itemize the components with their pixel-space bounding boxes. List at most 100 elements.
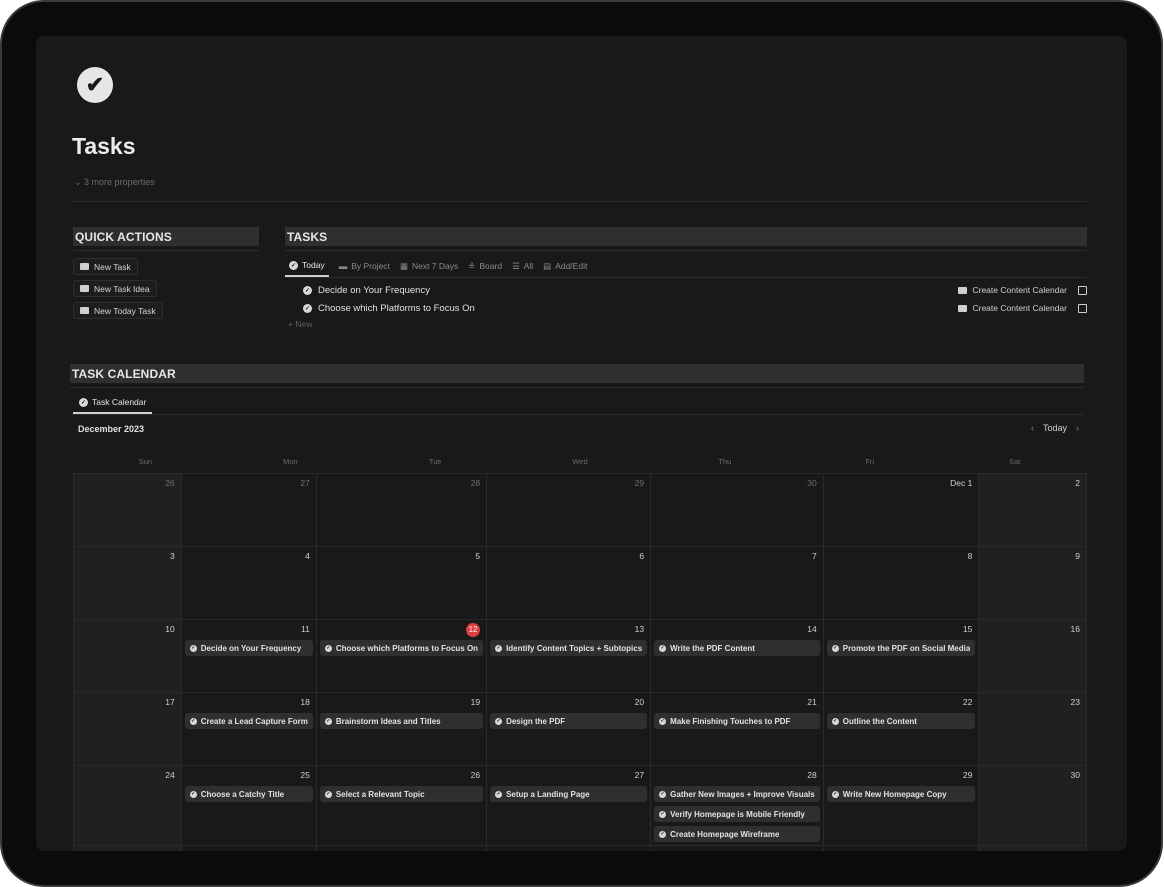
day-number: 14 [807, 624, 817, 634]
calendar-day[interactable]: 4 [651, 846, 824, 851]
calendar-day[interactable]: 4 [181, 547, 317, 620]
weekday-label: Sat [1008, 457, 1021, 466]
calendar-event[interactable]: ✓ Identify Content Topics + Subtopics [490, 640, 648, 656]
calendar-day[interactable]: 2 [979, 474, 1087, 547]
tab-board[interactable]: ≗ Board [468, 255, 502, 277]
day-number: Jan 1 [185, 850, 313, 851]
day-number: 17 [165, 697, 175, 707]
check-circle-icon[interactable]: ✔ [77, 67, 113, 103]
calendar-event[interactable]: ✓ Create Homepage Wireframe [654, 826, 820, 842]
calendar-event[interactable]: ✓ Promote the PDF on Social Media [826, 640, 976, 656]
calendar-event[interactable]: ✓ Write the PDF Content [654, 640, 820, 656]
calendar-day[interactable]: 19 ✓ Brainstorm Ideas and Titles [316, 693, 488, 766]
calendar-day[interactable]: 17 [74, 693, 182, 766]
chevron-right-icon[interactable]: › [1076, 423, 1080, 433]
day-number: 28 [470, 478, 481, 488]
calendar-day[interactable]: 18 ✓ Create a Lead Capture Form [181, 693, 317, 766]
calendar-event[interactable]: ✓ Choose which Platforms to Focus On [319, 640, 484, 656]
check-circle-icon: ✓ [289, 260, 298, 270]
calendar-day[interactable]: 24 [74, 766, 182, 846]
tab-add-edit[interactable]: ▤ Add/Edit [543, 255, 587, 277]
calendar-day[interactable]: 16 [979, 620, 1087, 693]
calendar-day[interactable]: 6 [979, 846, 1087, 851]
done-checkbox[interactable] [1078, 285, 1087, 295]
new-task-button[interactable]: + New [288, 319, 313, 329]
calendar-day[interactable]: 5 [824, 846, 980, 851]
calendar-event[interactable]: ✓ Write New Homepage Copy [826, 786, 976, 802]
calendar-day[interactable]: 29 ✓ Write New Homepage Copy [823, 766, 980, 846]
calendar-day[interactable]: Jan 1 [182, 846, 317, 851]
calendar-day[interactable]: 20 ✓ Design the PDF [487, 693, 652, 766]
calendar-day[interactable]: 8 [823, 547, 980, 620]
today-button[interactable]: Today [1043, 423, 1068, 433]
day-number: 27 [634, 770, 645, 780]
tab-today[interactable]: ✓ Today [285, 255, 329, 277]
calendar-day[interactable]: 30 [651, 474, 824, 547]
calendar-day[interactable]: 21 ✓ Make Finishing Touches to PDF [651, 693, 824, 766]
calendar-day[interactable]: 13 ✓ Identify Content Topics + Subtopics [487, 620, 652, 693]
check-circle-icon: ✓ [659, 717, 667, 725]
calendar-day[interactable]: 14 ✓ Write the PDF Content [651, 620, 824, 693]
calendar-day[interactable]: 3 [487, 846, 652, 851]
quick-action-button[interactable]: New Task Idea [73, 280, 157, 297]
calendar-day[interactable]: 7 [651, 547, 824, 620]
calendar-event[interactable]: ✓ Design the PDF [490, 713, 648, 729]
task-project[interactable]: Create Content Calendar [958, 285, 1087, 295]
calendar-day[interactable]: 26 ✓ Select a Relevant Topic [316, 766, 488, 846]
calendar-event[interactable]: ✓ Outline the Content [826, 713, 976, 729]
tab-by-project[interactable]: ▬ By Project [339, 255, 390, 277]
calendar-day[interactable]: 26 [74, 474, 182, 547]
tab-task-calendar[interactable]: ✓ Task Calendar [73, 392, 153, 414]
calendar-day[interactable]: 28 ✓ Gather New Images + Improve Visuals ✓ V… [651, 766, 824, 846]
day-number: 30 [1070, 770, 1080, 780]
calendar-event[interactable]: ✓ Verify Homepage is Mobile Friendly [654, 806, 820, 822]
calendar-day[interactable]: 10 [74, 620, 182, 693]
tab-next-7-days[interactable]: ▦ Next 7 Days [400, 255, 458, 277]
folder-icon [80, 307, 89, 314]
calendar-day[interactable]: 11 ✓ Decide on Your Frequency [181, 620, 317, 693]
day-number: 12 [320, 623, 483, 639]
calendar-day[interactable]: 9 [979, 547, 1087, 620]
calendar-day[interactable]: 29 [487, 474, 652, 547]
calendar-event[interactable]: ✓ Choose a Catchy Title [184, 786, 313, 802]
more-properties-toggle[interactable]: ⌄ 3 more properties [74, 177, 155, 187]
calendar-day[interactable]: 12 ✓ Choose which Platforms to Focus On [316, 620, 488, 693]
page-title[interactable]: Tasks [72, 133, 136, 159]
calendar-event[interactable]: ✓ Create a Lead Capture Form [184, 713, 313, 729]
calendar-day[interactable]: 3 [74, 547, 182, 620]
calendar-event[interactable]: ✓ Decide on Your Frequency [184, 640, 313, 656]
calendar-event[interactable]: ✓ Gather New Images + Improve Visuals [654, 786, 820, 802]
chevron-left-icon[interactable]: ‹ [1031, 423, 1034, 433]
calendar-day[interactable]: 6 [487, 547, 652, 620]
day-number: 28 [807, 770, 817, 780]
calendar-day[interactable]: 27 ✓ Setup a Landing Page [487, 766, 652, 846]
check-circle-icon: ✓ [324, 790, 332, 798]
calendar-day[interactable]: 5 [316, 547, 488, 620]
done-checkbox[interactable] [1078, 303, 1087, 313]
calendar-event[interactable]: ✓ Brainstorm Ideas and Titles [319, 713, 484, 729]
calendar-day[interactable]: Dec 1 [823, 474, 980, 547]
task-row[interactable]: ✓ Decide on Your Frequency Create Content … [303, 281, 1087, 299]
calendar-day[interactable]: 23 [979, 693, 1087, 766]
calendar-event[interactable]: ✓ Setup a Landing Page [490, 786, 648, 802]
task-project[interactable]: Create Content Calendar [958, 303, 1087, 313]
calendar-day[interactable]: 31 [74, 846, 182, 851]
calendar-day[interactable]: 25 ✓ Choose a Catchy Title [181, 766, 317, 846]
day-number: 16 [1070, 624, 1080, 634]
quick-action-label: New Task Idea [94, 283, 150, 294]
task-row[interactable]: ✓ Choose which Platforms to Focus On Creat… [303, 299, 1087, 317]
calendar-event[interactable]: ✓ Make Finishing Touches to PDF [654, 713, 820, 729]
task-name[interactable]: Choose which Platforms to Focus On [318, 302, 475, 314]
calendar-day[interactable]: 15 ✓ Promote the PDF on Social Media [823, 620, 980, 693]
calendar-day[interactable]: 27 [181, 474, 317, 547]
calendar-event[interactable]: ✓ Select a Relevant Topic [319, 786, 484, 802]
tab-all[interactable]: ☰ All [512, 255, 533, 277]
calendar-day[interactable]: 22 ✓ Outline the Content [823, 693, 980, 766]
calendar-day[interactable]: 2 [317, 846, 488, 851]
calendar-day[interactable]: 30 [979, 766, 1087, 846]
quick-action-button[interactable]: New Task [73, 258, 138, 275]
calendar-day[interactable]: 28 [316, 474, 488, 547]
task-name[interactable]: Decide on Your Frequency [318, 284, 430, 296]
check-circle-icon: ✓ [324, 717, 332, 725]
quick-action-button[interactable]: New Today Task [73, 302, 163, 319]
